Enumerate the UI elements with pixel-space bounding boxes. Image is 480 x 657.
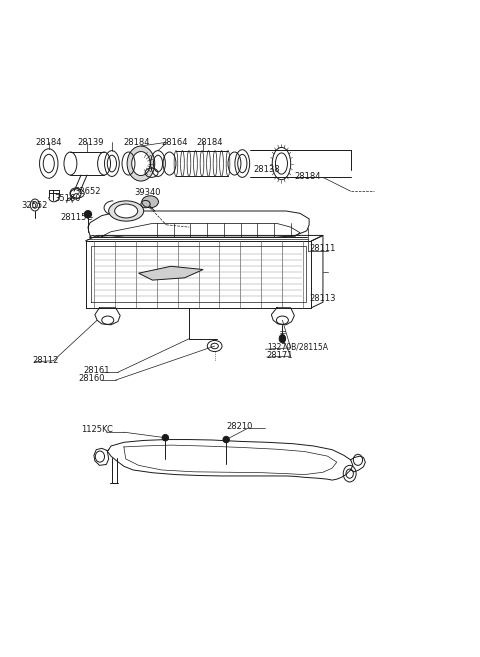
Text: 28111: 28111 bbox=[309, 244, 336, 253]
Ellipse shape bbox=[142, 196, 158, 208]
Text: 28184: 28184 bbox=[196, 139, 223, 147]
Text: 28210: 28210 bbox=[226, 422, 252, 431]
Text: 39340: 39340 bbox=[134, 188, 160, 196]
Text: 28112: 28112 bbox=[33, 356, 59, 365]
Text: 13270B/28115A: 13270B/28115A bbox=[268, 342, 329, 351]
Text: 28184: 28184 bbox=[294, 172, 321, 181]
Ellipse shape bbox=[84, 210, 92, 218]
Text: 28138: 28138 bbox=[254, 165, 280, 173]
Ellipse shape bbox=[115, 204, 138, 218]
Polygon shape bbox=[139, 266, 203, 280]
Text: 35160: 35160 bbox=[54, 194, 81, 203]
Text: 28184: 28184 bbox=[35, 139, 61, 147]
Text: 28161: 28161 bbox=[84, 365, 110, 374]
Ellipse shape bbox=[162, 434, 168, 441]
Text: 28160: 28160 bbox=[79, 374, 105, 383]
Text: 28139: 28139 bbox=[78, 139, 104, 147]
Text: 28115C: 28115C bbox=[60, 213, 93, 221]
Ellipse shape bbox=[132, 152, 150, 175]
Ellipse shape bbox=[279, 334, 286, 343]
Ellipse shape bbox=[127, 146, 155, 181]
Text: 28113: 28113 bbox=[309, 294, 336, 303]
Text: 1125KC: 1125KC bbox=[81, 426, 113, 434]
Text: 32552: 32552 bbox=[21, 201, 48, 210]
Text: 28164: 28164 bbox=[162, 139, 188, 147]
Ellipse shape bbox=[223, 436, 229, 443]
Text: 28184: 28184 bbox=[124, 139, 150, 147]
Text: 28171: 28171 bbox=[267, 351, 293, 360]
Text: 32652: 32652 bbox=[74, 187, 101, 196]
Ellipse shape bbox=[108, 201, 144, 221]
